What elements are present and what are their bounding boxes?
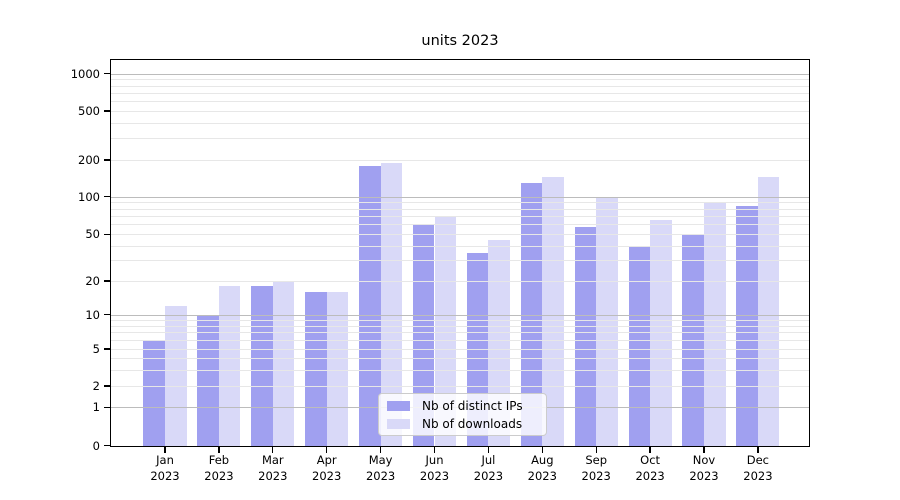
gridline-major-1000 [111,73,809,75]
gridline-minor-90 [111,202,809,204]
gridline-minor-900 [111,79,809,81]
bar-downloads-may [380,162,403,446]
xtick-mark-jan [164,446,166,453]
bar-distinct-ips-jan [143,340,165,446]
gridline-minor-400 [111,122,809,124]
xtick-mark-sep [595,446,597,453]
legend: Nb of distinct IPs Nb of downloads [378,393,547,436]
ytick-label-500: 500 [78,104,100,118]
bar-downloads-aug [542,177,564,446]
ytick-mark-5 [104,348,110,350]
ytick-mark-200 [104,159,110,161]
xtick-mark-nov [703,446,705,453]
gridline-minor-4 [111,358,809,359]
ytick-label-1: 1 [92,400,100,415]
gridline-major-100 [111,196,809,198]
xtick-label-apr: Apr 2023 [312,453,342,483]
xtick-mark-jul [487,446,490,453]
gridline-minor-500 [111,111,809,112]
xtick-label-jan: Jan 2023 [150,453,180,483]
xtick-mark-dec [757,446,759,453]
gridline-minor-3 [111,369,809,371]
ytick-label-1000: 1000 [70,66,100,81]
gridline-minor-200 [111,160,809,161]
gridline-minor-600 [111,101,809,103]
gridline-minor-5 [111,349,809,350]
ytick-mark-1 [104,406,110,408]
ytick-label-2: 2 [92,379,100,393]
legend-label-downloads: Nb of downloads [422,416,523,431]
bar-downloads-dec [757,177,780,446]
xtick-label-feb: Feb 2023 [204,453,234,483]
ytick-label-50: 50 [85,227,100,242]
bar-downloads-mar [272,281,295,446]
bar-distinct-ips-jun [412,224,435,446]
plot-area-border [110,59,810,447]
gridline-minor-800 [111,85,809,87]
gridline-minor-50 [111,234,809,236]
gridline-minor-60 [111,224,809,226]
gridline-major-10 [111,314,809,316]
legend-swatch-distinct-ips [387,400,410,411]
xtick-label-aug: Aug 2023 [527,453,557,483]
xtick-mark-oct [649,446,651,453]
legend-label-distinct-ips: Nb of distinct IPs [422,398,523,413]
bar-downloads-sep [596,196,618,446]
legend-swatch-downloads [387,418,410,429]
ytick-label-200: 200 [78,153,100,167]
legend-item-distinct-ips: Nb of distinct IPs [379,397,546,414]
ytick-mark-2 [104,385,110,387]
ytick-mark-10 [104,314,110,316]
chart-title: units 2023 [421,33,499,49]
gridline-minor-80 [111,208,809,210]
xtick-mark-jun [433,446,436,453]
gridline-minor-70 [111,216,809,217]
bar-distinct-ips-aug [520,182,543,446]
legend-item-downloads: Nb of downloads [379,415,546,432]
ytick-label-5: 5 [92,342,100,356]
gridline-minor-8 [111,325,809,327]
gridline-minor-700 [111,92,809,94]
xtick-label-oct: Oct 2023 [635,453,665,483]
gridline-minor-6 [111,340,809,341]
gridline-minor-300 [111,138,809,140]
xtick-label-jun: Jun 2023 [419,453,450,483]
ytick-mark-50 [104,233,110,235]
xtick-label-dec: Dec 2023 [743,453,773,483]
ytick-mark-0 [104,445,110,447]
bar-distinct-ips-feb [197,314,219,446]
xtick-label-sep: Sep 2023 [581,453,611,483]
bar-distinct-ips-may [359,165,381,446]
bar-downloads-jun [434,216,457,446]
gridline-minor-7 [111,332,809,334]
ytick-mark-1000 [104,72,110,75]
gridline-minor-20 [111,281,809,282]
ytick-label-20: 20 [85,274,100,288]
ytick-label-100: 100 [78,189,100,204]
ytick-label-0: 0 [92,438,100,453]
xtick-label-nov: Nov 2023 [689,453,719,483]
xtick-label-may: May 2023 [365,453,396,483]
ytick-label-10: 10 [85,307,100,322]
xtick-mark-aug [541,446,543,453]
xtick-mark-may [380,446,382,453]
gridline-minor-9 [111,319,809,321]
gridline-minor-30 [111,260,809,262]
xtick-mark-mar [272,446,274,453]
xtick-mark-feb [218,446,220,453]
xtick-mark-apr [326,446,328,453]
ytick-mark-500 [104,110,110,112]
gridline-minor-2 [111,386,809,387]
bar-distinct-ips-oct [628,245,651,446]
ytick-mark-100 [104,196,110,198]
bar-downloads-nov [704,202,726,446]
xtick-label-jul: Jul 2023 [473,453,504,483]
gridline-minor-40 [111,245,809,247]
ytick-mark-20 [104,280,110,282]
xtick-label-mar: Mar 2023 [258,453,288,483]
